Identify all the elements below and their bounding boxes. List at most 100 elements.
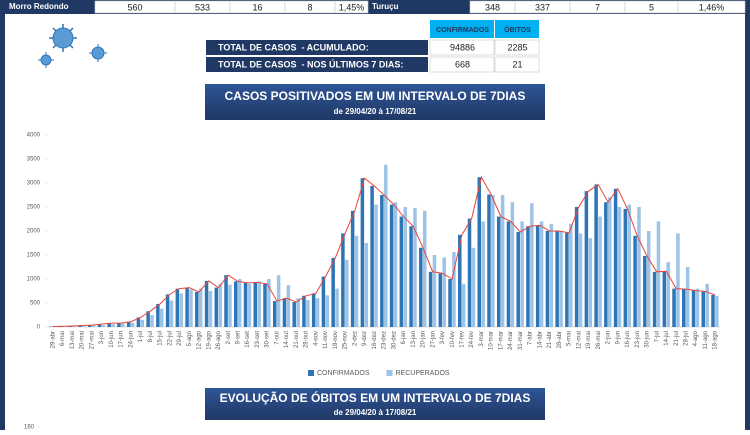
x-tick-label: 11-ago: [703, 330, 709, 349]
x-tick-label: 13-mai: [70, 331, 76, 349]
table-value: 560: [127, 2, 142, 12]
bar: [520, 221, 524, 327]
y-tick-label: 160: [24, 425, 35, 430]
bar: [273, 301, 277, 327]
bar: [302, 296, 306, 327]
bar: [92, 326, 96, 327]
bar: [477, 177, 481, 327]
bar: [82, 326, 86, 327]
bar: [370, 186, 374, 327]
bar: [637, 207, 641, 327]
x-tick-label: 7-out: [274, 331, 280, 345]
bar: [102, 325, 106, 327]
x-tick-label: 31-mar: [518, 331, 524, 350]
y-tick-label: 1500: [27, 253, 41, 259]
bar: [306, 300, 310, 327]
bar: [199, 289, 203, 327]
bar: [189, 290, 193, 327]
x-tick-label: 14-abr: [537, 331, 543, 348]
x-tick-label: 6-mai: [60, 331, 66, 346]
y-tick-label: 2000: [27, 229, 41, 235]
plot: 160: [24, 425, 40, 430]
chart-subtitle: de 29/04/20 à 17/08/21: [334, 408, 417, 417]
x-tick-label: 17-jun: [119, 331, 125, 348]
bar: [633, 236, 637, 327]
x-tick-label: 18-nov: [333, 331, 339, 349]
chart-title: EVOLUÇÃO DE ÓBITOS EM UM INTERVALO DE 7D…: [220, 390, 531, 405]
bar: [176, 289, 180, 327]
table-value: 94886: [450, 42, 475, 52]
bar: [218, 284, 222, 327]
bar: [604, 202, 608, 327]
bar: [335, 289, 339, 327]
bar: [501, 195, 505, 327]
header-label: CONFIRMADOS: [436, 27, 489, 34]
table-value: 668: [455, 59, 470, 69]
bar: [355, 236, 359, 327]
x-tick-label: 19-ago: [206, 330, 212, 349]
bar: [209, 291, 213, 327]
y-tick-label: 1000: [27, 277, 41, 283]
bar: [423, 211, 427, 327]
bar: [419, 248, 423, 327]
bar: [351, 211, 355, 327]
x-tick-label: 1-jul: [138, 331, 144, 342]
x-tick-label: 10-fev: [450, 331, 456, 348]
bar: [170, 301, 174, 327]
bar: [491, 195, 495, 327]
x-tick-label: 7-jul: [654, 331, 660, 342]
bar: [559, 231, 563, 327]
x-tick-label: 5-ago: [187, 330, 193, 346]
x-tick-label: 18-ago: [713, 330, 719, 349]
bar: [540, 221, 544, 327]
bar: [627, 205, 631, 327]
bar: [468, 219, 472, 327]
bar: [565, 233, 569, 327]
bar: [624, 209, 628, 327]
row-label: TOTAL DE CASOS - NOS ÚLTIMOS 7 DIAS:: [218, 58, 403, 69]
bar: [390, 205, 394, 327]
table-value: 8: [307, 2, 312, 12]
bar: [530, 203, 534, 327]
x-tick-label: 26-mai: [596, 331, 602, 349]
y-tick-label: 500: [30, 301, 41, 307]
bar: [238, 279, 242, 327]
bar: [296, 298, 300, 327]
x-tick-label: 23-set: [255, 331, 261, 348]
x-tick-label: 14-out: [284, 331, 290, 348]
bar: [341, 233, 345, 327]
bar: [701, 291, 705, 327]
table-value: 337: [535, 2, 550, 12]
bar: [705, 284, 709, 327]
x-tick-label: 29-abr: [50, 331, 56, 348]
bar: [682, 289, 686, 327]
x-tick-label: 14-jul: [664, 331, 670, 346]
table-value: 16: [252, 2, 262, 12]
x-tick-label: 9-dez: [362, 331, 368, 346]
x-tick-label: 21-abr: [547, 331, 553, 348]
bar: [331, 258, 335, 327]
bar: [657, 221, 661, 327]
bar: [696, 289, 700, 327]
table-value: 2285: [507, 42, 527, 52]
bar: [676, 233, 680, 327]
x-tick-label: 24-fev: [469, 331, 475, 348]
x-tick-label: 2-dez: [352, 331, 358, 346]
bar: [248, 284, 252, 327]
table-value: 533: [195, 2, 210, 12]
bar: [179, 293, 183, 327]
x-tick-label: 24-mar: [508, 331, 514, 350]
x-tick-label: 16-dez: [372, 331, 378, 349]
bar: [409, 226, 413, 327]
bar: [511, 202, 515, 327]
x-tick-label: 22-jul: [167, 331, 173, 346]
bar: [429, 272, 433, 327]
x-tick-label: 2-set: [226, 331, 232, 345]
bar: [462, 284, 466, 327]
bar: [555, 231, 559, 327]
x-tick-label: 12-ago: [197, 330, 203, 349]
x-tick-label: 28-abr: [557, 331, 563, 348]
x-tick-label: 16-jun: [625, 331, 631, 348]
legend-swatch: [387, 370, 393, 376]
bar: [215, 288, 219, 327]
